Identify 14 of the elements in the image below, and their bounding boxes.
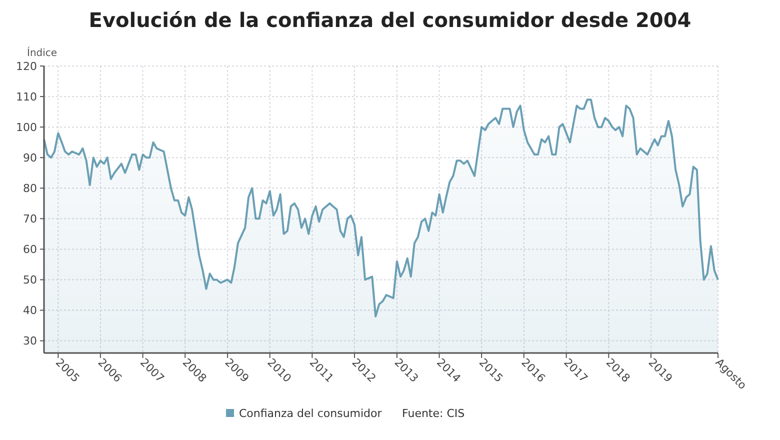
y-tick-label: 80: [23, 182, 37, 195]
y-tick-label: 90: [23, 151, 37, 164]
y-tick-label: 100: [16, 120, 37, 134]
y-tick-label: 40: [23, 304, 37, 318]
y-tick-label: 60: [23, 243, 37, 256]
y-tick-label: 110: [16, 90, 37, 104]
chart-title: Evolución de la confianza del consumidor desde 2004: [88, 8, 692, 32]
y-tick-label: 30: [23, 334, 37, 348]
y-tick-label: 70: [23, 212, 37, 226]
y-tick-label: 50: [23, 274, 37, 287]
y-axis-title: Índice: [27, 46, 58, 59]
source-note: Fuente: CIS: [402, 407, 465, 420]
y-tick-label: 120: [16, 60, 37, 73]
legend-label: Confianza del consumidor: [239, 407, 382, 420]
